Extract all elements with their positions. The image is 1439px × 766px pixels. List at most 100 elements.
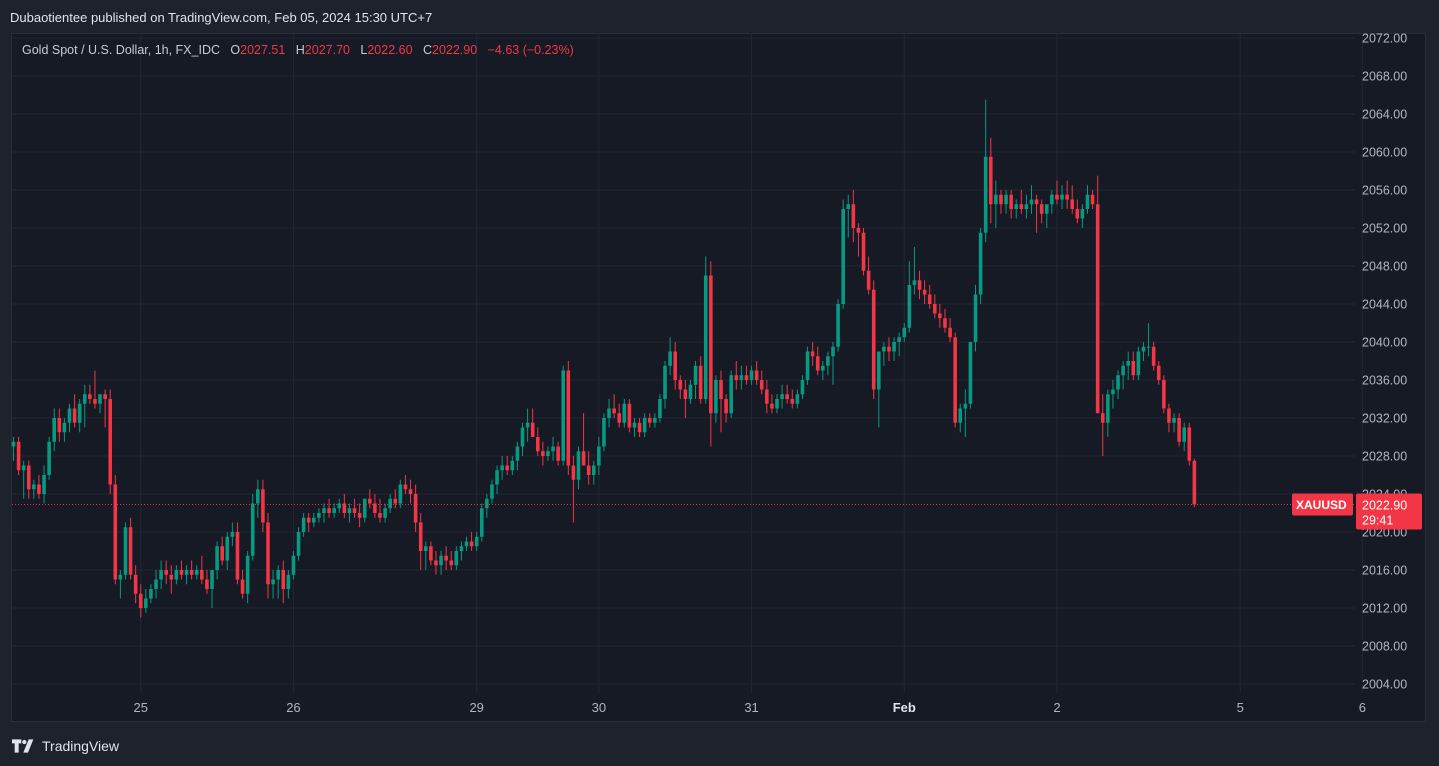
candle — [1009, 190, 1013, 219]
time-tick-label: 31 — [744, 700, 758, 715]
candle-body — [205, 579, 209, 589]
candle-body — [917, 280, 922, 290]
candle — [759, 370, 764, 395]
candle — [566, 361, 571, 475]
candle-body — [698, 365, 703, 399]
candle-body — [841, 209, 845, 304]
candle-body — [826, 356, 830, 366]
candle — [902, 323, 907, 342]
candle — [785, 384, 789, 404]
candle — [67, 403, 72, 433]
candle — [235, 522, 240, 585]
candle — [306, 513, 311, 532]
price-tick-label: 2008.00 — [1362, 640, 1407, 654]
candle — [602, 413, 606, 452]
candle — [882, 342, 886, 366]
candle-body — [373, 503, 377, 513]
footer-brand[interactable]: TradingView — [12, 738, 119, 754]
candle — [16, 437, 21, 475]
candle-body — [515, 446, 520, 461]
candle — [485, 494, 489, 518]
candle-body — [144, 598, 148, 608]
candle — [790, 389, 795, 409]
candle — [1029, 185, 1034, 214]
candle — [72, 394, 77, 428]
candle-body — [836, 304, 840, 347]
candle-body — [932, 304, 937, 314]
candle-body — [113, 484, 118, 580]
candle-body — [306, 517, 311, 523]
time-tick-label: Feb — [893, 700, 916, 715]
candle-body — [47, 441, 51, 475]
candle — [948, 318, 952, 342]
candle — [535, 427, 540, 456]
candle-body — [317, 513, 321, 518]
candle-body — [62, 422, 67, 433]
candle — [332, 503, 336, 518]
candle-body — [332, 508, 336, 513]
candle-body — [642, 418, 647, 433]
candle-body — [21, 465, 26, 471]
candle-body — [67, 408, 72, 423]
candle — [128, 517, 133, 580]
candle-body — [403, 484, 408, 490]
candle-body — [973, 294, 978, 342]
candle-body — [16, 441, 21, 471]
candle — [1111, 380, 1115, 409]
candle-body — [485, 498, 489, 509]
symbol-legend[interactable]: Gold Spot / U.S. Dollar, 1h, FX_IDC O202… — [22, 43, 574, 57]
candle-body — [1126, 361, 1131, 366]
candle — [1131, 351, 1136, 380]
candle — [805, 346, 810, 385]
candle-body — [98, 394, 102, 404]
candle-body — [709, 275, 713, 414]
candle — [57, 408, 62, 442]
candle — [999, 190, 1003, 214]
candle — [1192, 458, 1197, 508]
candle-body — [276, 570, 280, 580]
candle — [866, 256, 871, 295]
candle-body — [877, 351, 881, 390]
candle — [184, 565, 189, 585]
candle — [403, 475, 408, 494]
candle-body — [123, 527, 128, 575]
symbol-tag-text: XAUUSD — [1296, 498, 1347, 512]
candle-body — [1136, 351, 1141, 376]
candle-body — [617, 413, 622, 423]
candle-body — [703, 275, 708, 399]
candle — [775, 394, 779, 414]
candle — [429, 541, 433, 566]
time-tick-label: 26 — [286, 700, 300, 715]
candle — [88, 384, 92, 404]
candle — [642, 413, 647, 437]
price-tick-label: 2036.00 — [1362, 374, 1407, 388]
candle-body — [871, 289, 876, 390]
candle-body — [821, 365, 825, 371]
candle — [62, 418, 67, 442]
candle — [347, 503, 352, 523]
candle — [688, 380, 693, 404]
candle — [653, 413, 657, 428]
candle-body — [683, 389, 688, 399]
candle-body — [245, 555, 250, 594]
candle-body — [576, 451, 581, 480]
change-value: −4.63 (−0.23%) — [487, 43, 574, 57]
candle-body — [724, 399, 728, 414]
time-tick-label: 30 — [592, 700, 606, 715]
candle — [917, 270, 922, 300]
grid-lines — [12, 34, 1363, 693]
brand-name: TradingView — [42, 738, 120, 754]
candle — [571, 456, 576, 523]
candle — [546, 446, 550, 461]
candle — [138, 584, 143, 618]
chart-frame[interactable] — [11, 33, 1426, 722]
candle-body — [118, 574, 123, 580]
candle-body — [927, 294, 932, 304]
candle-body — [535, 437, 540, 452]
candle-body — [1085, 194, 1090, 209]
candle — [256, 479, 260, 518]
candle — [133, 565, 138, 604]
candle-body — [159, 570, 163, 580]
candle-body — [1177, 418, 1181, 442]
